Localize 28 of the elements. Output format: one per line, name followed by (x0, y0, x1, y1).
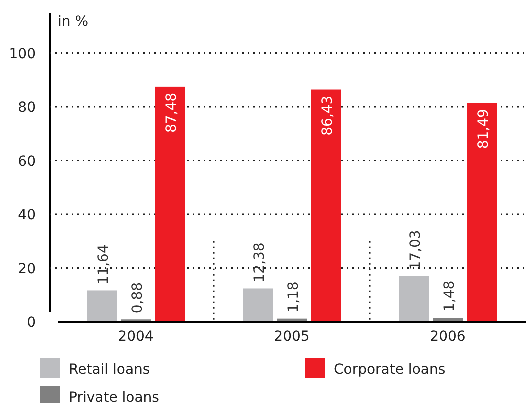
bar (467, 103, 497, 322)
text: 11,64 (96, 244, 112, 285)
bar (87, 290, 117, 322)
bar (243, 288, 273, 322)
bar (311, 90, 341, 322)
y-tick-label: 20 (18, 261, 36, 278)
bar (399, 276, 429, 322)
text: 1,18 (286, 282, 302, 313)
x-tick-label: 2004 (118, 329, 154, 345)
text: 86,43 (320, 96, 336, 136)
y-tick-label: 0 (27, 315, 36, 331)
legend-label: Private loans (69, 390, 160, 403)
text: 17,03 (408, 230, 424, 270)
y-tick-label: 100 (9, 46, 36, 62)
x-tick-label: 2005 (274, 329, 310, 345)
legend-label: Retail loans (69, 362, 150, 378)
text: 81,49 (476, 109, 492, 150)
y-tick-label: 60 (18, 154, 36, 170)
x-tick-label: 2006 (430, 329, 466, 345)
text: 1,48 (442, 280, 458, 312)
legend-label: Corporate loans (334, 362, 446, 378)
bar (155, 86, 185, 322)
y-tick-label: 80 (18, 100, 36, 116)
text: 87,48 (164, 92, 180, 134)
text: 0,88 (130, 282, 146, 314)
text: 12,38 (252, 242, 268, 283)
y-axis-title: in % (58, 14, 89, 30)
y-tick-label: 40 (18, 208, 36, 224)
